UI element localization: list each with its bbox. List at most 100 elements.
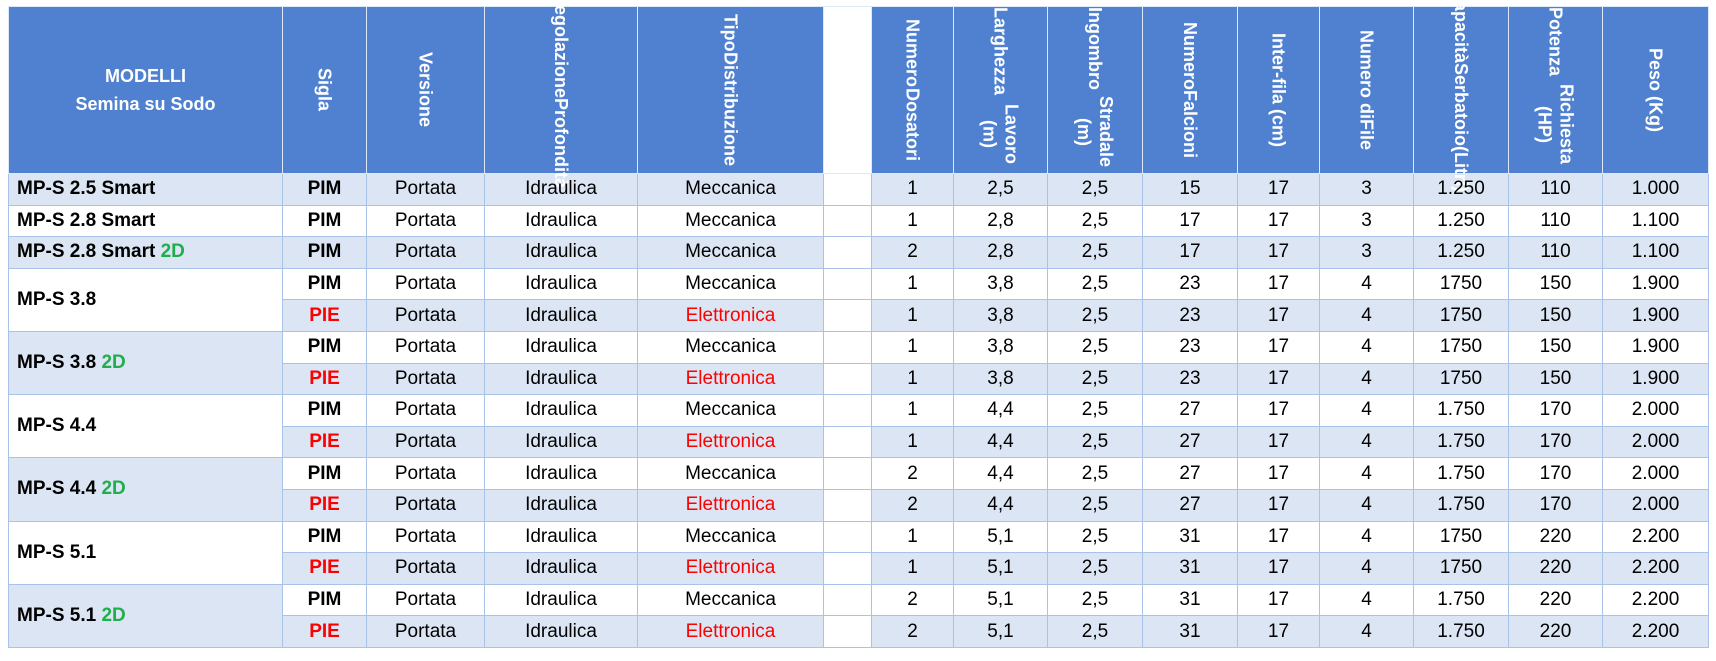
table-cell: 150: [1508, 330, 1603, 364]
model-name: MP-S 2.8 Smart: [17, 241, 156, 263]
table-cell: Idraulica: [484, 173, 638, 206]
model-name: MP-S 2.5 Smart: [17, 178, 156, 200]
table-row: MP-S 2.8 Smart PIM Portata Idraulica Meccani…: [8, 204, 1709, 238]
header-text: Dosatori: [902, 87, 923, 161]
table-cell: 5,1: [953, 552, 1048, 585]
header-label: Numero Falcioni: [1179, 7, 1201, 173]
header-label: Potenza Richiesta (HP): [1534, 7, 1578, 173]
model-tag: 2D: [101, 478, 126, 500]
table-cell: Idraulica: [484, 520, 638, 554]
table-cell: Meccanica: [637, 173, 824, 206]
table-cell: PIE: [282, 299, 367, 332]
table-cell: 4: [1319, 583, 1414, 617]
spec-table: MODELLI Semina su Sodo Sigla Versione Regola…: [8, 0, 1709, 648]
blank-cell: [823, 615, 872, 648]
table-cell: Elettronica: [637, 488, 824, 522]
header-text: MODELLI: [105, 66, 186, 86]
model-name: MP-S 3.8: [17, 288, 97, 310]
blank-cell: [823, 583, 872, 617]
table-cell: 4: [1319, 330, 1414, 364]
table-cell: 4: [1319, 425, 1414, 459]
table-cell: 1750: [1413, 520, 1509, 554]
model-cell: MP-S 5.1 2D: [8, 583, 283, 648]
table-cell: Portata: [366, 362, 485, 396]
header-text: Numero di: [1356, 29, 1377, 119]
header-text: Numero: [902, 19, 923, 88]
model-name: MP-S 4.4: [17, 478, 97, 500]
model-cell: MP-S 4.4 2D: [8, 457, 283, 522]
table-cell: 1: [871, 552, 954, 585]
table-cell: Idraulica: [484, 488, 638, 522]
header-cell: Inter-fila (cm): [1237, 6, 1320, 174]
table-cell: 1.900: [1602, 267, 1709, 301]
table-cell: Idraulica: [484, 457, 638, 490]
table-cell: 2,5: [1047, 394, 1143, 427]
table-cell: Portata: [366, 552, 485, 585]
blank-cell: [823, 173, 872, 206]
header-text: Regolazione: [551, 0, 571, 99]
table-cell: 4: [1319, 488, 1414, 522]
table-cell: 4,4: [953, 425, 1048, 459]
table-cell: 3: [1319, 204, 1414, 238]
table-cell: 170: [1508, 425, 1603, 459]
table-cell: Idraulica: [484, 362, 638, 396]
table-cell: Portata: [366, 394, 485, 427]
header-label: Tipo Distribuzione: [720, 7, 742, 173]
model-tag: 2D: [160, 241, 185, 263]
table-cell: 2,5: [1047, 488, 1143, 522]
table-cell: 23: [1142, 299, 1238, 332]
table-cell: 1.750: [1413, 488, 1509, 522]
header-cell: Sigla: [282, 6, 367, 174]
header-cell: Capacità Serbatoio (Litri): [1413, 0, 1509, 192]
table-cell: 2: [871, 236, 954, 269]
table-cell: Idraulica: [484, 267, 638, 301]
table-cell: 31: [1142, 583, 1238, 617]
header-cell: Numero Dosatori: [871, 6, 954, 174]
header-label: Ingombro Stradale (m): [1073, 7, 1117, 173]
header-label: Regolazione Profondità: [550, 0, 572, 188]
table-cell: 2.200: [1602, 520, 1709, 554]
header-text: Potenza: [1545, 7, 1566, 77]
table-cell: 17: [1237, 204, 1320, 238]
table-cell: Portata: [366, 425, 485, 459]
table-cell: 1750: [1413, 299, 1509, 332]
blank-cell: [823, 520, 872, 554]
header-text: Distribuzione: [720, 51, 741, 166]
table-cell: 17: [1237, 362, 1320, 396]
table-cell: Idraulica: [484, 394, 638, 427]
table-cell: 17: [1237, 173, 1320, 206]
model-cell: MP-S 2.8 Smart 2D: [8, 236, 283, 269]
table-cell: 220: [1508, 583, 1603, 617]
table-cell: Portata: [366, 615, 485, 648]
table-cell: 1.900: [1602, 330, 1709, 364]
table-cell: PIE: [282, 615, 367, 648]
table-cell: 1.750: [1413, 457, 1509, 490]
table-cell: PIM: [282, 236, 367, 269]
table-cell: 4: [1319, 299, 1414, 332]
table-row: PIE Portata Idraulica Elettronica 1 3,8 2,5 23 1…: [9, 362, 1709, 396]
table-cell: PIM: [282, 583, 367, 617]
table-cell: 31: [1142, 552, 1238, 585]
table-cell: Portata: [366, 488, 485, 522]
model-cell: MP-S 3.8: [8, 267, 283, 332]
blank-cell: [823, 204, 872, 238]
header-cell: Potenza Richiesta (HP): [1508, 6, 1603, 174]
table-cell: 1.900: [1602, 299, 1709, 332]
model-name: MP-S 3.8: [17, 352, 97, 374]
table-cell: 4: [1319, 267, 1414, 301]
table-cell: 1750: [1413, 362, 1509, 396]
model-name: MP-S 2.8 Smart: [17, 209, 156, 231]
table-cell: Portata: [366, 330, 485, 364]
table-row: MP-S 3.8 PIM Portata Idraulica Meccanica 1 3,8…: [8, 267, 1709, 332]
table-cell: 23: [1142, 330, 1238, 364]
header-cell: Regolazione Profondità: [484, 0, 638, 188]
table-cell: PIE: [282, 362, 367, 396]
table-row: MP-S 5.1 PIM Portata Idraulica Meccanica 1 5,1…: [8, 520, 1709, 585]
table-cell: 150: [1508, 267, 1603, 301]
table-cell: PIM: [282, 204, 367, 238]
table-cell: 170: [1508, 488, 1603, 522]
model-cell: MP-S 3.8 2D: [8, 330, 283, 396]
table-cell: Portata: [366, 457, 485, 490]
table-cell: Meccanica: [637, 330, 824, 364]
model-cell: MP-S 2.5 Smart: [8, 173, 283, 206]
